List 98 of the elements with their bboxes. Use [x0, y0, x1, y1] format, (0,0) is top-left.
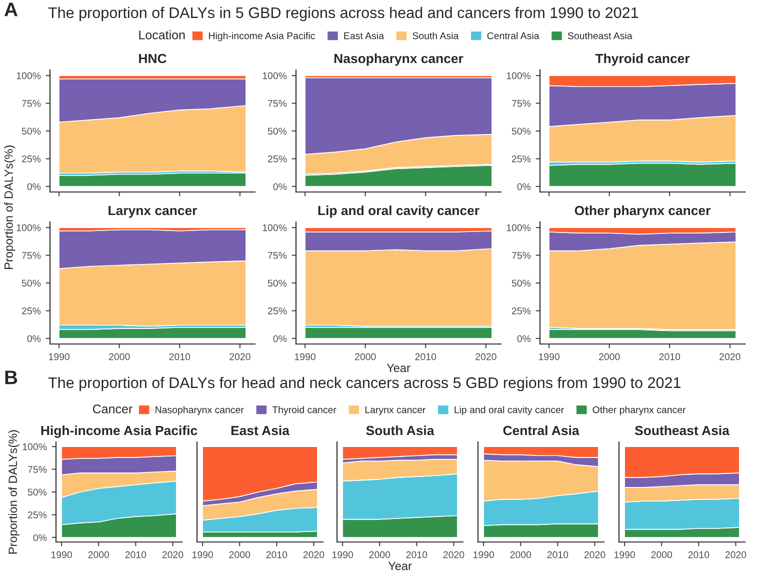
x-tick-label: 2000 — [651, 551, 672, 558]
x-tick-label: 2020 — [230, 353, 250, 360]
y-tick-label: 75% — [22, 100, 41, 107]
text: The proportion of DALYs for head and neck cancers across 5 GBD regions from 1990 to 2021 — [48, 376, 681, 392]
text: B — [5, 370, 18, 384]
x-tick-label: 2020 — [476, 353, 496, 360]
legend-label: Thyroid cancer — [272, 406, 336, 416]
x-tick-label: 2020 — [725, 551, 746, 558]
y-tick-label: 0% — [517, 335, 531, 342]
chart-title: Larynx cancer — [108, 206, 198, 218]
x-tick-label: 2020 — [162, 551, 184, 558]
y-tick-label: 100% — [16, 224, 41, 232]
x-axis-title: Year — [388, 562, 412, 570]
y-tick-label: 0% — [27, 335, 41, 342]
x-tick-label: 2000 — [229, 551, 250, 558]
chart-title: Central Asia — [503, 425, 580, 436]
y-tick-label: 100% — [16, 72, 41, 80]
y-tick-label: 0% — [273, 335, 287, 342]
legend-label: Larynx cancer — [365, 406, 426, 416]
y-tick-label: 25% — [22, 155, 41, 162]
y-tick-label: 75% — [268, 100, 287, 107]
chart-title: High-income Asia Pacific — [41, 425, 198, 438]
chart-title: Southeast Asia — [634, 425, 730, 436]
legend-label: Nasopharynx cancer — [156, 406, 244, 416]
chart-title: HNC — [139, 54, 166, 64]
y-tick-label: 100% — [506, 224, 531, 232]
x-axis-title: Year — [386, 364, 410, 372]
x-tick-label: 1990 — [473, 551, 494, 558]
legend-label: High-income Asia Pacific — [209, 32, 315, 42]
y-tick-label: 100% — [262, 224, 287, 232]
x-tick-label: 1990 — [51, 551, 72, 558]
y-tick-label: 25% — [268, 307, 287, 314]
text: The proportion of DALYs in 5 GBD regions across head and cancers from 1990 to 2021 — [48, 6, 638, 22]
y-tick-label: 75% — [512, 252, 531, 259]
y-tick-label: 25% — [28, 511, 47, 518]
chart-title: Lip and oral cavity cancer — [318, 205, 480, 218]
y-tick-label: 50% — [22, 280, 41, 287]
y-tick-label: 100% — [262, 72, 287, 80]
x-tick-label: 2010 — [659, 353, 680, 360]
y-tick-label: 25% — [512, 155, 531, 162]
y-tick-label: 100% — [22, 443, 47, 450]
chart-title: Nasopharynx cancer — [334, 53, 464, 66]
x-tick-label: 2000 — [510, 551, 532, 558]
chart-title: East Asia — [231, 425, 290, 436]
x-tick-label: 2010 — [266, 551, 288, 558]
y-tick-label: 50% — [22, 128, 41, 135]
x-tick-label: 2020 — [584, 551, 606, 558]
x-tick-label: 2000 — [369, 551, 390, 558]
legend-label: Central Asia — [487, 32, 540, 40]
x-tick-label: 2020 — [443, 551, 464, 558]
y-tick-label: 25% — [22, 307, 41, 314]
y-tick-label: 50% — [512, 128, 531, 135]
y-tick-label: 75% — [512, 100, 531, 107]
x-tick-label: 2000 — [109, 353, 130, 360]
legend-title: Cancer — [92, 404, 132, 414]
legend-label: East Asia — [344, 32, 384, 40]
y-axis-title: Proportion of DALYs(%) — [8, 430, 20, 554]
x-tick-label: 1990 — [48, 353, 70, 360]
legend-label: Other pharynx cancer — [592, 406, 686, 416]
x-tick-label: 2020 — [303, 551, 324, 558]
legend-label: Lip and oral cavity cancer — [454, 406, 564, 416]
y-tick-label: 50% — [268, 280, 287, 287]
x-tick-label: 2010 — [125, 551, 146, 558]
x-tick-label: 1990 — [332, 551, 353, 558]
y-tick-label: 75% — [22, 252, 41, 259]
y-tick-label: 25% — [268, 155, 287, 162]
y-tick-label: 50% — [28, 488, 47, 496]
y-tick-label: 100% — [506, 72, 531, 80]
x-tick-label: 2010 — [547, 551, 568, 558]
y-tick-label: 75% — [268, 252, 287, 259]
y-tick-label: 50% — [512, 280, 531, 287]
x-tick-label: 1990 — [192, 551, 213, 558]
y-tick-label: 50% — [268, 128, 287, 135]
chart-title: Other pharynx cancer — [574, 205, 711, 218]
legend-label: Southeast Asia — [568, 32, 632, 40]
x-tick-label: 2010 — [415, 353, 436, 360]
y-tick-label: 25% — [512, 307, 531, 314]
legend-label: South Asia — [412, 32, 459, 40]
y-tick-label: 0% — [517, 183, 531, 190]
y-tick-label: 0% — [27, 183, 41, 190]
chart-title: Thyroid cancer — [595, 53, 690, 66]
legend-title: Location — [139, 30, 185, 40]
y-axis-title: Proportion of DALYs(%) — [4, 146, 16, 269]
x-tick-label: 2000 — [88, 551, 110, 558]
x-tick-label: 1990 — [294, 353, 316, 360]
x-tick-label: 2020 — [720, 353, 740, 360]
x-tick-label: 1990 — [538, 353, 560, 360]
x-tick-label: 2000 — [355, 353, 376, 360]
text: A — [4, 2, 18, 16]
x-tick-label: 2010 — [406, 551, 428, 558]
x-tick-label: 1990 — [614, 551, 635, 558]
x-tick-label: 2010 — [688, 551, 710, 558]
chart-title: South Asia — [366, 425, 434, 436]
x-tick-label: 2000 — [599, 353, 620, 360]
y-tick-label: 0% — [33, 534, 47, 542]
x-tick-label: 2010 — [169, 353, 190, 360]
y-tick-label: 75% — [28, 466, 47, 473]
y-tick-label: 0% — [273, 183, 287, 190]
